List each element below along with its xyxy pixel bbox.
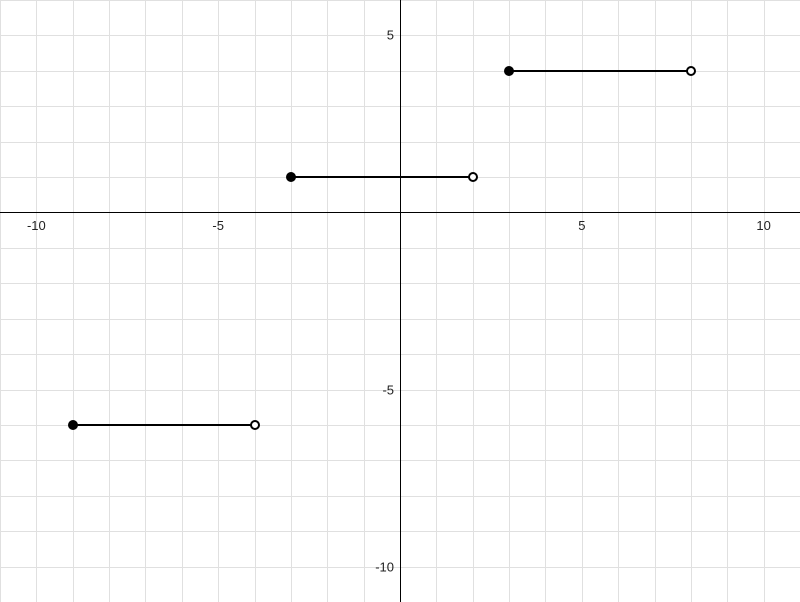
grid-line-vertical: [73, 0, 74, 602]
endpoint-closed: [286, 172, 296, 182]
segment-line: [291, 176, 473, 178]
endpoint-closed: [504, 66, 514, 76]
segment-line: [73, 424, 255, 426]
endpoint-closed: [68, 420, 78, 430]
x-tick-label: 10: [756, 218, 770, 233]
grid-line-vertical: [436, 0, 437, 602]
x-tick-label: -5: [212, 218, 224, 233]
grid-line-vertical: [218, 0, 219, 602]
y-tick-label: -5: [382, 382, 400, 397]
endpoint-open: [250, 420, 260, 430]
x-tick-label: -10: [27, 218, 46, 233]
y-axis: [400, 0, 401, 602]
grid-line-vertical: [764, 0, 765, 602]
endpoint-open: [686, 66, 696, 76]
x-tick-label: 5: [578, 218, 585, 233]
grid-line-vertical: [727, 0, 728, 602]
grid-line-vertical: [327, 0, 328, 602]
grid-line-vertical: [36, 0, 37, 602]
grid-line-vertical: [255, 0, 256, 602]
grid-line-vertical: [109, 0, 110, 602]
grid-line-vertical: [691, 0, 692, 602]
grid-line-vertical: [364, 0, 365, 602]
y-tick-label: 5: [387, 28, 400, 43]
grid-line-vertical: [545, 0, 546, 602]
grid-line-vertical: [655, 0, 656, 602]
grid-line-vertical: [509, 0, 510, 602]
endpoint-open: [468, 172, 478, 182]
y-tick-label: -10: [375, 559, 400, 574]
grid-line-vertical: [145, 0, 146, 602]
grid-line-vertical: [0, 0, 1, 602]
coordinate-plane: -10 -5 5 10 5 -5 -10: [0, 0, 800, 602]
segment-line: [509, 70, 691, 72]
grid-line-vertical: [582, 0, 583, 602]
grid-line-vertical: [291, 0, 292, 602]
grid-line-vertical: [473, 0, 474, 602]
grid-line-vertical: [182, 0, 183, 602]
grid-line-vertical: [618, 0, 619, 602]
